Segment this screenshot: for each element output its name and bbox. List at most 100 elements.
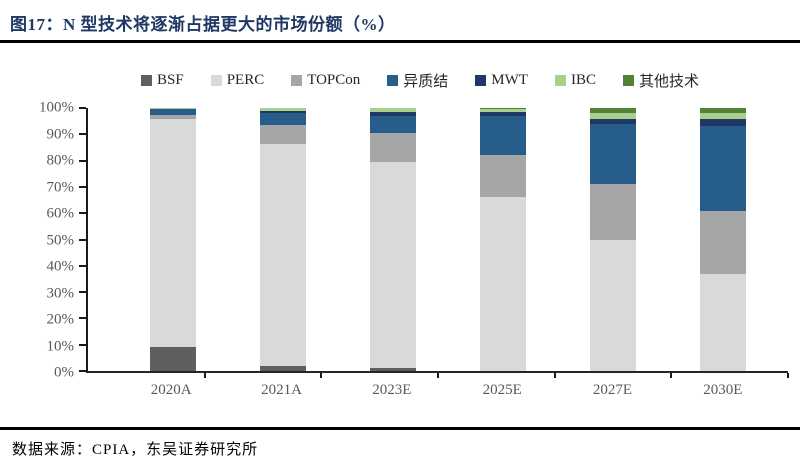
y-tick-label-20: 20% [46,311,75,328]
bar-segment-IBC [480,109,526,112]
y-tick-mark [79,159,86,162]
x-tick-mark [320,373,323,378]
bar-segment-BSF [370,368,416,371]
bar-2030E [700,108,746,371]
bar-segment-PERC [150,118,196,348]
footer-divider [0,427,800,430]
y-tick-label-10: 10% [46,338,75,354]
legend-swatch-icon [622,75,634,86]
bar-segment-BSF [260,365,306,371]
bar-segment-MWT [590,118,636,124]
bar-segment-PERC [370,161,416,369]
legend-item-0: BSF [140,72,184,89]
y-tick-label-60: 60% [46,205,75,222]
y-tick-label-90: 90% [46,126,75,142]
legend-swatch-icon [291,75,303,86]
chart-legend: BSF PERC TOPCon 异质结 MWT IBC 其他技术 [60,70,780,91]
y-tick-label-100: 100% [39,99,74,116]
bar-segment-MWT [370,111,416,116]
y-tick-mark [79,317,86,320]
bar-segment-TOPCon [260,125,306,144]
legend-label: 其他技术 [638,74,699,90]
y-tick-label-50: 50% [46,232,75,248]
bar-2025E [480,108,526,371]
x-tick-mark [553,373,556,378]
legend-label: 异质结 [403,74,449,90]
bar-segment-MWT [150,108,196,110]
bar-segment-PERC [590,239,636,371]
bar-segment-TOPCon [480,155,526,198]
y-tick-label-40: 40% [46,258,75,275]
x-category-label-2023E: 2023E [372,382,412,398]
x-tick-mark [670,373,673,378]
bar-2027E [590,108,636,371]
bar-segment-TOPCon [590,184,636,240]
bar-segment-MWT [260,110,306,114]
x-category-label-2030E: 2030E [703,382,743,398]
legend-item-3: 异质结 [387,70,448,91]
x-tick-mark [787,373,789,378]
legend-item-2: TOPCon [291,72,360,89]
bar-segment-其他技术 [590,108,636,114]
bar-segment-异质结 [480,115,526,156]
y-axis-labels: 0% 10% 20% 30% 40% 50% 60% 70% 80% 90% 100% [0,100,75,381]
stacked-bar-plot [79,107,789,378]
bar-segment-异质结 [370,115,416,133]
title-divider [0,40,800,43]
legend-label: BSF [156,72,184,88]
legend-item-6: 其他技术 [622,70,699,91]
legend-label: TOPCon [307,72,361,88]
bar-segment-IBC [370,108,416,112]
y-tick-mark [79,212,86,215]
bar-2021A [260,108,306,371]
x-tick-mark [437,373,439,378]
bar-segment-其他技术 [700,108,746,114]
bar-segment-异质结 [590,123,636,185]
legend-swatch-icon [387,75,399,86]
y-tick-mark [79,370,86,372]
legend-swatch-icon [210,75,222,86]
y-tick-label-0: 0% [54,364,74,381]
bar-segment-IBC [150,108,196,109]
bar-segment-TOPCon [370,133,416,162]
y-tick-mark [79,107,86,109]
y-tick-label-80: 80% [46,152,75,169]
y-tick-mark [79,291,86,294]
bar-2023E [370,108,416,371]
y-tick-mark [79,238,86,241]
bar-segment-IBC [260,108,306,111]
x-category-label-2020A: 2020A [150,382,192,398]
bar-segment-其他技术 [480,108,526,110]
y-tick-mark [79,185,86,188]
legend-item-1: PERC [210,72,265,89]
legend-swatch-icon [554,75,566,86]
legend-label: PERC [226,72,265,88]
x-tick-mark [203,373,206,378]
y-tick-mark [79,343,86,346]
legend-item-4: MWT [475,72,528,89]
y-tick-mark [79,264,86,267]
source-note: 数据来源：CPIA，东吴证券研究所 [12,442,259,458]
y-tick-mark [79,133,86,136]
bar-segment-TOPCon [700,210,746,274]
legend-label: MWT [491,72,528,88]
bar-segment-IBC [590,113,636,119]
legend-swatch-icon [475,75,487,86]
bar-segment-TOPCon [150,114,196,119]
bar-segment-异质结 [150,109,196,115]
legend-item-5: IBC [554,72,596,89]
bar-segment-PERC [700,273,746,371]
x-axis-labels: 2020A 2021A 2023E 2025E 2027E 2030E [86,382,788,399]
legend-label: IBC [570,72,596,88]
x-category-label-2027E: 2027E [592,382,633,398]
y-tick-label-70: 70% [46,179,75,195]
y-tick-label-30: 30% [46,285,75,301]
bar-segment-BSF [150,347,196,371]
bar-segment-IBC [700,113,746,119]
bar-segment-PERC [260,143,306,366]
bar-segment-MWT [700,118,746,127]
bar-segment-异质结 [700,126,746,211]
x-category-label-2025E: 2025E [482,382,522,398]
figure-title: 图17：N 型技术将逐渐占据更大的市场份额（%） [10,15,396,34]
